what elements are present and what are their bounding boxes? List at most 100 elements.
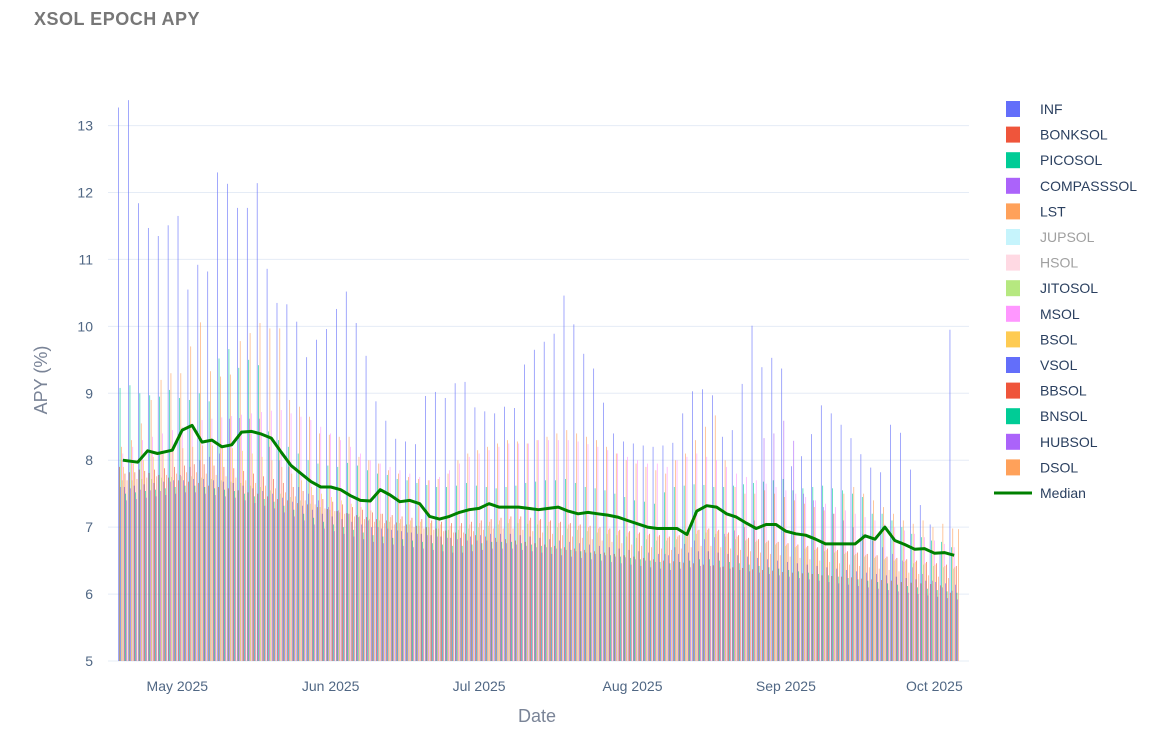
bar[interactable] bbox=[778, 568, 780, 661]
legend-item-picosol[interactable]: PICOSOL bbox=[1006, 152, 1102, 169]
bar[interactable] bbox=[469, 524, 471, 661]
bar[interactable] bbox=[837, 549, 838, 661]
bar[interactable] bbox=[200, 322, 201, 661]
bar[interactable] bbox=[587, 444, 589, 661]
bar[interactable] bbox=[400, 519, 401, 661]
bar[interactable] bbox=[847, 578, 849, 661]
bar[interactable] bbox=[237, 207, 238, 661]
bar[interactable] bbox=[272, 493, 274, 661]
bar[interactable] bbox=[480, 520, 482, 661]
bar[interactable] bbox=[372, 535, 374, 661]
bar[interactable] bbox=[473, 531, 474, 661]
bar[interactable] bbox=[490, 533, 491, 661]
bar[interactable] bbox=[142, 440, 143, 661]
bar[interactable] bbox=[237, 490, 239, 661]
bar[interactable] bbox=[533, 349, 535, 661]
bar[interactable] bbox=[618, 548, 620, 661]
bar[interactable] bbox=[696, 453, 698, 661]
bar[interactable] bbox=[162, 433, 163, 661]
bar-series-hubsol[interactable] bbox=[126, 492, 959, 661]
bar[interactable] bbox=[757, 557, 758, 661]
bar[interactable] bbox=[771, 357, 773, 661]
bar[interactable] bbox=[601, 560, 602, 661]
bar[interactable] bbox=[745, 476, 747, 661]
bar[interactable] bbox=[798, 578, 800, 661]
bar[interactable] bbox=[579, 524, 581, 661]
bar[interactable] bbox=[496, 541, 498, 661]
bar[interactable] bbox=[866, 572, 867, 661]
bar[interactable] bbox=[650, 567, 652, 661]
bar[interactable] bbox=[945, 583, 947, 661]
bar[interactable] bbox=[524, 364, 525, 661]
bar[interactable] bbox=[817, 547, 819, 661]
bar[interactable] bbox=[854, 555, 855, 661]
bar[interactable] bbox=[669, 563, 671, 661]
bar[interactable] bbox=[553, 333, 555, 661]
bar[interactable] bbox=[659, 561, 661, 661]
bar[interactable] bbox=[321, 513, 323, 661]
bar[interactable] bbox=[560, 521, 561, 661]
bar[interactable] bbox=[525, 482, 527, 661]
bar[interactable] bbox=[392, 537, 394, 661]
bar[interactable] bbox=[864, 517, 866, 661]
bar[interactable] bbox=[657, 536, 659, 661]
bar[interactable] bbox=[425, 527, 427, 661]
bar[interactable] bbox=[766, 541, 768, 661]
bar[interactable] bbox=[610, 561, 612, 661]
bar[interactable] bbox=[844, 553, 845, 661]
bar[interactable] bbox=[921, 537, 923, 661]
bar[interactable] bbox=[532, 531, 534, 661]
bar[interactable] bbox=[734, 486, 736, 661]
bar[interactable] bbox=[862, 533, 864, 661]
bar[interactable] bbox=[164, 488, 166, 661]
bar[interactable] bbox=[338, 436, 340, 661]
bar[interactable] bbox=[217, 172, 218, 661]
bar[interactable] bbox=[507, 440, 508, 661]
legend[interactable]: INF BONKSOL PICOSOL COMPASSSOL LST JUPSOL HSOL… bbox=[994, 101, 1137, 501]
bar[interactable] bbox=[230, 481, 232, 661]
bar[interactable] bbox=[350, 503, 352, 661]
bar[interactable] bbox=[584, 486, 586, 661]
bar[interactable] bbox=[347, 462, 349, 661]
bar[interactable] bbox=[260, 486, 262, 661]
bar[interactable] bbox=[668, 536, 670, 661]
bar[interactable] bbox=[680, 568, 681, 661]
bar[interactable] bbox=[283, 505, 285, 661]
bar[interactable] bbox=[367, 520, 369, 661]
bar[interactable] bbox=[639, 559, 641, 661]
bar[interactable] bbox=[123, 466, 124, 661]
bar[interactable] bbox=[495, 537, 496, 661]
bar[interactable] bbox=[465, 533, 467, 661]
bar[interactable] bbox=[621, 543, 623, 661]
bar[interactable] bbox=[405, 441, 406, 661]
bar[interactable] bbox=[156, 476, 158, 661]
bar[interactable] bbox=[861, 497, 863, 661]
bar[interactable] bbox=[179, 397, 180, 661]
bar[interactable] bbox=[868, 587, 869, 661]
bar[interactable] bbox=[314, 524, 315, 661]
bar[interactable] bbox=[858, 586, 860, 661]
bar[interactable] bbox=[271, 460, 273, 661]
bar[interactable] bbox=[636, 537, 638, 661]
bar[interactable] bbox=[141, 478, 143, 661]
bar-series[interactable] bbox=[118, 100, 959, 662]
bar[interactable] bbox=[457, 460, 459, 661]
bar[interactable] bbox=[549, 539, 551, 661]
bar[interactable] bbox=[234, 491, 235, 661]
bar[interactable] bbox=[234, 497, 236, 661]
bar[interactable] bbox=[724, 460, 726, 661]
bar[interactable] bbox=[648, 552, 650, 661]
bar[interactable] bbox=[346, 513, 348, 661]
bar[interactable] bbox=[684, 543, 686, 661]
bar[interactable] bbox=[324, 508, 326, 661]
bar[interactable] bbox=[540, 545, 542, 661]
bar[interactable] bbox=[320, 426, 322, 661]
bar[interactable] bbox=[581, 557, 582, 661]
bar[interactable] bbox=[877, 582, 879, 661]
bar[interactable] bbox=[756, 540, 758, 661]
bar[interactable] bbox=[914, 561, 916, 661]
bar[interactable] bbox=[678, 553, 679, 661]
bar[interactable] bbox=[417, 533, 418, 661]
bar[interactable] bbox=[753, 482, 754, 661]
bar[interactable] bbox=[892, 553, 894, 661]
